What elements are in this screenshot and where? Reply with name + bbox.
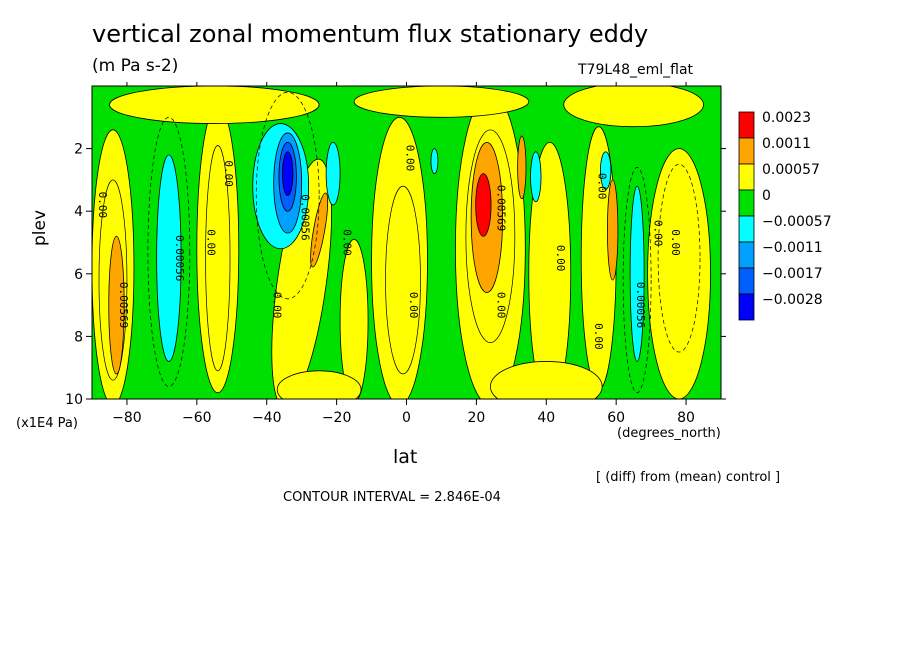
- contour-line: [98, 179, 128, 381]
- chart-title: vertical zonal momentum flux stationary …: [92, 20, 649, 48]
- positive-band: [371, 116, 428, 399]
- positive-band: [109, 86, 320, 124]
- positive-band: [276, 370, 362, 399]
- y-tick-label: 6: [74, 267, 83, 283]
- x-tick-label: −20: [322, 410, 352, 426]
- negative-band: [282, 151, 294, 196]
- contour-label: 0.00: [554, 245, 567, 272]
- contour-line: [657, 163, 701, 353]
- contour-line: [147, 116, 191, 387]
- x-tick-label: −40: [252, 410, 282, 426]
- positive-band: [339, 238, 369, 399]
- contour-label: 0.00: [222, 160, 235, 187]
- contour-line: [205, 145, 231, 372]
- negative-band: [600, 151, 612, 190]
- positive-core: [517, 135, 527, 200]
- contour-label: 0.00: [404, 145, 417, 172]
- positive-band: [647, 148, 711, 399]
- legend-swatch: [738, 293, 755, 321]
- contour-line: [465, 129, 516, 344]
- legend-swatch: [738, 189, 755, 217]
- legend-label: −0.0011: [762, 240, 823, 256]
- legend-label: −0.00057: [762, 214, 832, 230]
- x-tick-label: −60: [182, 410, 212, 426]
- x-tick-label: 0: [402, 410, 411, 426]
- negative-band: [430, 148, 439, 175]
- contour-label: 0.00: [204, 229, 217, 256]
- legend-swatch: [738, 111, 755, 139]
- legend-label: 0.0023: [762, 110, 811, 126]
- contour-line: [255, 91, 320, 300]
- x-axis-label: lat: [393, 446, 418, 468]
- diff-note: [ (diff) from (mean) control ]: [596, 470, 781, 485]
- legend-swatch: [738, 215, 755, 243]
- negative-band: [325, 141, 341, 206]
- chart-units: (m Pa s-2): [92, 56, 179, 76]
- legend-swatch: [738, 241, 755, 269]
- contour-label: 0.00056: [299, 194, 312, 240]
- contour-label: 0.00: [592, 323, 605, 350]
- negative-band: [629, 185, 645, 362]
- x-tick-label: 40: [537, 410, 555, 426]
- contour-label: 0.00: [341, 229, 354, 256]
- x-tick-label: −80: [112, 410, 142, 426]
- contour-line: [385, 185, 421, 375]
- x-tick-label: 20: [467, 410, 485, 426]
- y-tick-label: 10: [65, 392, 83, 408]
- run-label: T79L48_eml_flat: [578, 62, 694, 78]
- positive-band: [528, 141, 572, 399]
- contour-label: 0.00056: [634, 282, 647, 328]
- contour-label: 0.00: [96, 192, 109, 219]
- y-axis-units: (x1E4 Pa): [16, 416, 78, 431]
- legend-swatch: [738, 163, 755, 191]
- positive-core: [310, 192, 329, 268]
- contour-label: 0.00: [669, 229, 682, 256]
- maximum-core: [475, 173, 492, 237]
- positive-band: [489, 361, 603, 399]
- contour-label: 0.00056: [173, 235, 186, 281]
- contour-label: 0.00: [494, 292, 507, 319]
- x-tick-label: 80: [677, 410, 695, 426]
- contour-label: 0.00: [407, 292, 420, 319]
- negative-band: [530, 151, 542, 203]
- positive-band: [353, 86, 530, 118]
- legend-label: −0.0028: [762, 292, 823, 308]
- contour-label: 0.00: [652, 220, 665, 247]
- legend-label: 0.0011: [762, 136, 811, 152]
- x-axis-units: (degrees_north): [617, 426, 721, 441]
- contour-label: 0.00: [271, 292, 284, 319]
- legend-label: 0.00057: [762, 162, 820, 178]
- positive-core: [607, 179, 619, 281]
- contour-label: 0.00569: [494, 185, 507, 231]
- legend-label: 0: [762, 188, 771, 204]
- positive-core: [108, 235, 125, 375]
- y-tick-label: 2: [74, 142, 83, 158]
- contour-label: 0.00569: [117, 282, 130, 328]
- positive-band: [563, 86, 704, 128]
- y-tick-label: 8: [74, 329, 83, 345]
- legend-label: −0.0017: [762, 266, 823, 282]
- contour-interval: CONTOUR INTERVAL = 2.846E-04: [283, 490, 501, 505]
- x-tick-label: 60: [607, 410, 625, 426]
- y-tick-label: 4: [74, 204, 83, 220]
- contour-line: [622, 167, 652, 394]
- legend-swatch: [738, 137, 755, 165]
- negative-band: [156, 154, 182, 362]
- legend-swatch: [738, 267, 755, 295]
- contour-label: 0.00: [596, 173, 609, 200]
